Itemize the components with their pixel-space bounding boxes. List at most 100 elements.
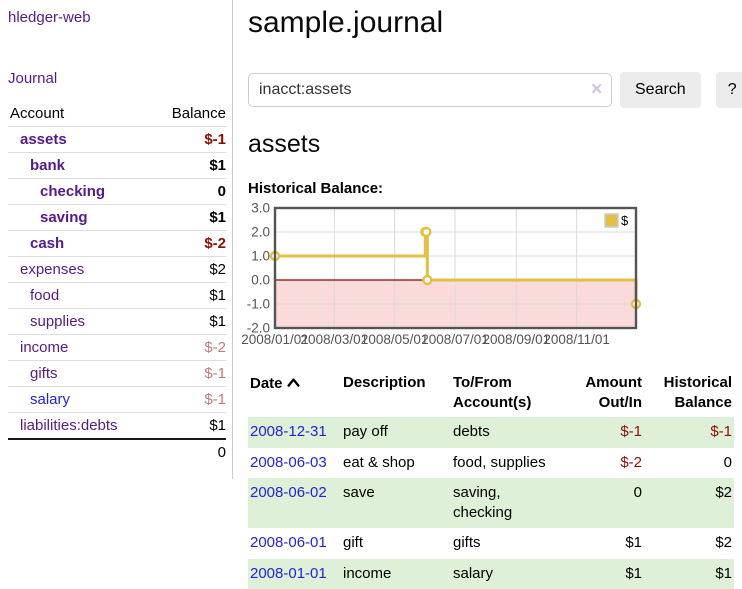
svg-text:0.0: 0.0 [251, 272, 270, 287]
account-link[interactable]: food [30, 287, 60, 304]
chart-canvas: $3.0 2.0 1.0 0.0 -1.0 -2.02008/01/012008/03/0… [241, 200, 642, 347]
sort-ascending-icon [286, 373, 300, 393]
chart-label: Historical Balance: [248, 179, 384, 197]
transaction-date-cell: 2008-01-01 [248, 558, 343, 589]
account-balance: $1 [152, 204, 226, 231]
transaction-date-link[interactable]: 2008-01-01 [250, 564, 327, 582]
account-name-cell: gifts [8, 360, 153, 387]
transaction-date-link[interactable]: 2008-06-01 [250, 534, 327, 552]
account-row: saving $1 [8, 204, 226, 231]
account-row: cash $-2 [8, 230, 226, 257]
register-header-date[interactable]: Date [248, 369, 343, 418]
accounts-balance-table: Account Balance assets $-1 bank $1 checking 0… [8, 102, 226, 465]
register-header-date-label: Date [250, 374, 283, 392]
transaction-balance-cell: $2 [644, 477, 734, 529]
transaction-accounts-cell: salary [453, 558, 559, 589]
transaction-accounts-cell: food, supplies [453, 453, 546, 471]
transaction-row: 2008-06-03 eat & shop food, supplies $-2 0 [248, 448, 734, 478]
historical-balance-chart: $3.0 2.0 1.0 0.0 -1.0 -2.0 2008/01/01 2008/03/0… [241, 200, 738, 352]
app-title-link[interactable]: hledger-web [8, 9, 91, 26]
account-row: gifts $-1 [8, 360, 226, 387]
account-link[interactable]: checking [40, 183, 106, 200]
account-link[interactable]: supplies [30, 313, 86, 330]
accounts-total-row: 0 [8, 438, 226, 465]
transaction-date-link[interactable]: 2008-12-31 [250, 423, 327, 441]
transaction-balance-cell: $-1 [644, 417, 734, 448]
transaction-description-cell: income [343, 558, 453, 589]
transaction-accounts-cell: debts [453, 417, 559, 448]
account-link[interactable]: cash [30, 235, 65, 252]
transaction-date-cell: 2008-06-01 [248, 528, 343, 558]
accounts-header-account: Account [10, 105, 65, 122]
main-content: sample.journal ✕ Search ? assets Histori… [241, 0, 742, 589]
svg-text:$: $ [621, 213, 629, 228]
transaction-date-cell: 2008-06-02 [248, 477, 343, 529]
search-input[interactable] [248, 72, 612, 107]
account-link[interactable]: liabilities:debts [20, 417, 118, 434]
account-name-cell: cash [8, 230, 153, 257]
account-heading: assets [248, 129, 321, 158]
sidebar-item-journal[interactable]: Journal [8, 70, 58, 87]
account-name-cell: expenses [8, 256, 153, 283]
account-balance: $1 [152, 152, 226, 179]
account-name-cell: salary [8, 386, 153, 413]
account-row: salary $-1 [8, 386, 226, 413]
account-balance: $1 [152, 412, 226, 439]
account-link[interactable]: salary [30, 391, 71, 408]
search-button[interactable]: Search [620, 71, 701, 108]
transaction-description-cell: pay off [343, 417, 453, 448]
account-balance: $1 [152, 308, 226, 335]
account-name-cell: bank [8, 152, 153, 179]
svg-text:2008/05/01: 2008/05/01 [361, 332, 429, 347]
register-header-description: Description [343, 373, 426, 391]
search-bar: ✕ Search ? [248, 71, 742, 108]
transaction-row: 2008-01-01 income salary $1 $1 [248, 558, 734, 589]
help-button[interactable]: ? [715, 71, 742, 108]
transaction-row: 2008-12-31 pay off debts $-1 $-1 [248, 417, 734, 448]
account-row: bank $1 [8, 152, 226, 179]
account-name-cell: liabilities:debts [8, 412, 153, 439]
account-name-cell: assets [8, 126, 153, 153]
sidebar: hledger-web Journal Account Balance asse… [0, 0, 233, 479]
transaction-balance-cell: 0 [723, 453, 732, 471]
svg-text:2008/11/01: 2008/11/01 [543, 332, 610, 347]
transaction-row: 2008-06-02 save saving, checking 0 $2 [248, 477, 734, 529]
transaction-amount-cell: $-1 [559, 417, 644, 448]
transaction-date-cell: 2008-12-31 [248, 417, 343, 448]
transaction-date-link[interactable]: 2008-06-02 [250, 483, 327, 501]
transaction-row: 2008-06-01 gift gifts $1 $2 [248, 528, 734, 558]
clear-search-icon[interactable]: ✕ [590, 80, 603, 98]
account-balance: $-2 [152, 230, 226, 257]
svg-text:1.0: 1.0 [251, 248, 270, 263]
account-name-cell: saving [8, 204, 153, 231]
transaction-amount-cell: $1 [625, 534, 642, 552]
transaction-date-link[interactable]: 2008-06-03 [250, 453, 327, 471]
account-name-cell: food [8, 282, 153, 309]
account-name-cell: income [8, 334, 153, 361]
account-row: liabilities:debts $1 [8, 412, 226, 439]
account-link[interactable]: expenses [20, 261, 85, 278]
account-link[interactable]: assets [20, 131, 67, 148]
register-header-amount: Amount Out/In [585, 373, 642, 411]
account-name-cell: supplies [8, 308, 153, 335]
account-balance: $1 [152, 282, 226, 309]
account-link[interactable]: saving [40, 209, 88, 226]
account-row: checking 0 [8, 178, 226, 205]
transaction-balance-cell: $2 [715, 534, 732, 552]
account-balance: $-1 [152, 126, 226, 153]
account-link[interactable]: gifts [30, 365, 58, 382]
account-balance: $-1 [152, 360, 226, 387]
transaction-description-cell: gift [343, 534, 364, 552]
accounts-total-value: 0 [152, 438, 226, 465]
svg-text:2008/07/01: 2008/07/01 [421, 332, 489, 347]
svg-text:2008/09/01: 2008/09/01 [483, 332, 551, 347]
account-link[interactable]: income [20, 339, 69, 356]
account-balance: 0 [152, 178, 226, 205]
account-link[interactable]: bank [30, 157, 66, 174]
transaction-amount-cell: $1 [559, 558, 644, 589]
transaction-accounts-cell: saving, checking [453, 477, 559, 529]
account-balance: $-2 [152, 334, 226, 361]
account-row: supplies $1 [8, 308, 226, 335]
register-table: Date Description To/From Account(s) Amou… [248, 369, 734, 589]
account-name-cell: checking [8, 178, 153, 205]
